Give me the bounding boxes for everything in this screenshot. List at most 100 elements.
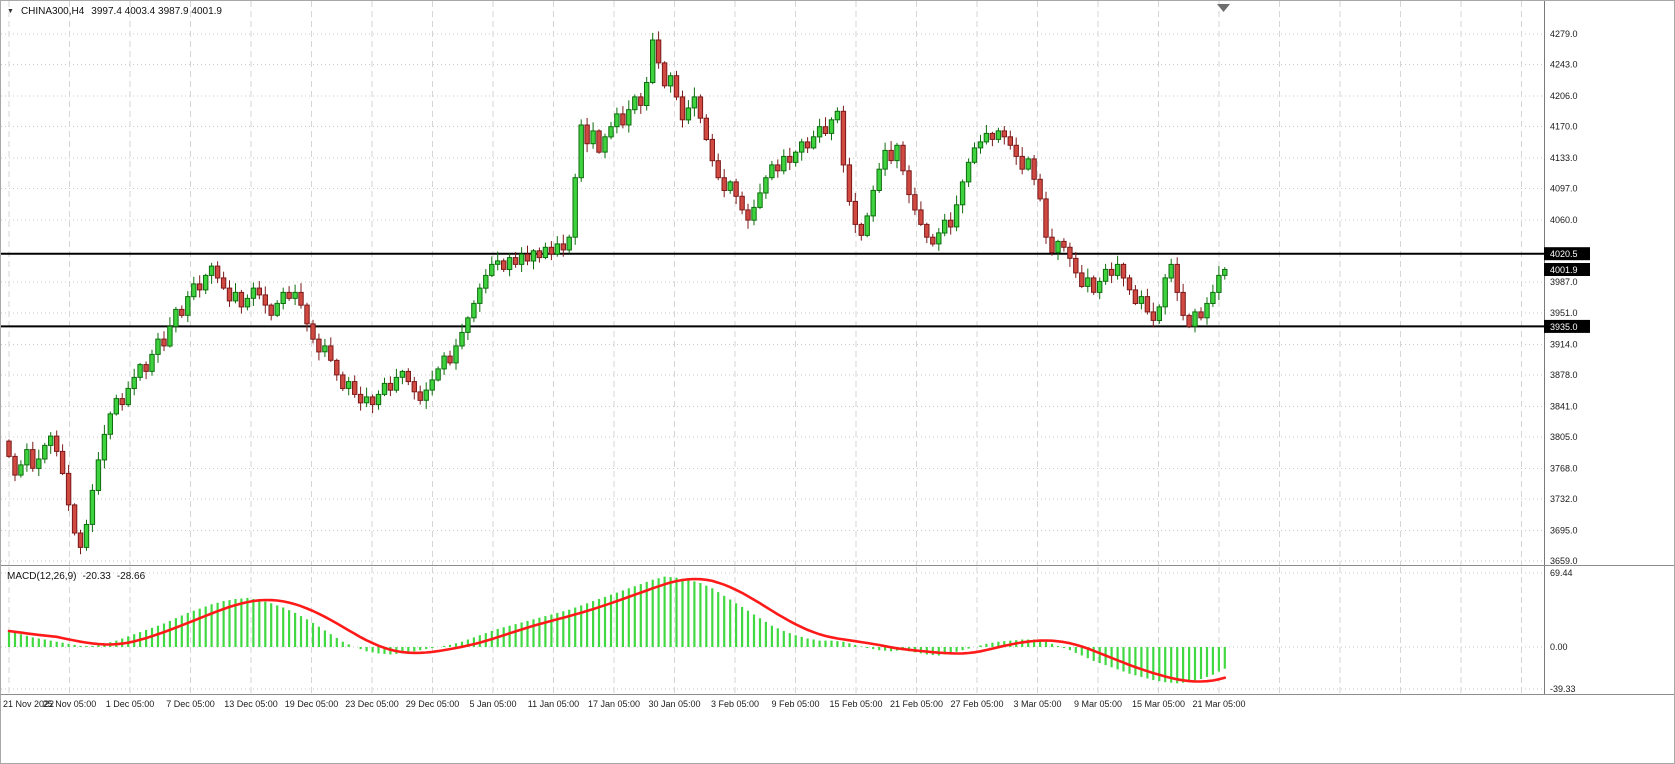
candle-body	[1192, 311, 1198, 327]
main-price-chart[interactable]	[1, 1, 1544, 565]
price-tick-label: 3805.0	[1550, 432, 1578, 442]
candle-body	[232, 291, 239, 302]
macd-indicator-chart[interactable]	[1, 567, 1544, 694]
price-tick-label: 3732.0	[1550, 494, 1578, 504]
candle-body	[1031, 158, 1037, 180]
price-tick-label: 4243.0	[1550, 60, 1578, 70]
candle-body	[54, 435, 60, 452]
macd-label: MACD(12,26,9)	[7, 571, 77, 582]
candle-body	[721, 177, 727, 191]
candle-body	[167, 325, 173, 347]
candle-body	[590, 130, 596, 145]
candle-body	[691, 96, 698, 109]
candle-body	[381, 382, 388, 395]
candle-body	[608, 126, 614, 138]
candle-body	[983, 132, 990, 143]
price-axis[interactable]: 4279.0 4243.0 4206.0 4170.0 4133.0 4097.0 4060…	[1544, 1, 1675, 694]
time-label: 21 Mar 05:00	[1192, 699, 1245, 709]
candle-body	[238, 291, 245, 308]
candle-body	[596, 130, 602, 153]
candle-body	[924, 223, 930, 238]
time-label: 15 Mar 05:00	[1132, 699, 1185, 709]
price-tick-label: 3768.0	[1550, 463, 1578, 473]
time-label: 23 Dec 05:00	[345, 699, 399, 709]
candle-body	[1073, 257, 1079, 274]
chart-shift-icon[interactable]	[1217, 4, 1230, 12]
candle-body	[804, 141, 811, 149]
time-label: 21 Feb 05:00	[890, 699, 943, 709]
candle-body	[930, 236, 936, 245]
candle-body	[650, 39, 656, 83]
candle-body	[1120, 263, 1127, 279]
time-label: 13 Dec 05:00	[224, 699, 278, 709]
candle-body	[316, 338, 322, 353]
candle-body	[191, 283, 197, 298]
price-tick-label: 4060.0	[1550, 215, 1578, 225]
candle-body	[965, 161, 972, 183]
time-label: 21 Nov 2022	[3, 699, 54, 709]
candle-body	[369, 396, 376, 406]
price-tick-label: 3841.0	[1550, 401, 1578, 411]
candle-body	[1085, 277, 1091, 287]
candle-body	[1216, 274, 1222, 293]
candle-body	[256, 287, 263, 296]
candle-body	[161, 338, 167, 347]
candle-body	[894, 144, 900, 162]
candle-body	[6, 440, 12, 457]
candle-body	[715, 160, 721, 179]
candle-body	[644, 82, 650, 106]
candle-body	[989, 132, 996, 140]
level-price-box-label: 4020.5	[1550, 249, 1578, 259]
candle-body	[179, 308, 185, 316]
candle-body	[214, 265, 221, 279]
candle-body	[471, 302, 477, 319]
price-tick-label: 3987.0	[1550, 277, 1578, 287]
candle-body	[423, 389, 429, 401]
time-label: 11 Jan 05:00	[528, 699, 579, 709]
panel-divider[interactable]	[1, 565, 1674, 566]
candle-body	[155, 338, 161, 355]
candle-body	[375, 393, 382, 406]
symbol-title: CHINA300,H4	[20, 6, 85, 17]
candle-body	[298, 291, 304, 306]
candle-body	[42, 444, 48, 460]
candle-body	[495, 260, 501, 265]
time-axis-divider	[1, 694, 1674, 695]
candle-body	[83, 524, 90, 548]
candle-body	[828, 119, 835, 134]
candle-body	[131, 376, 137, 389]
time-label: 5 Jan 05:00	[469, 699, 516, 709]
candle-body	[632, 96, 638, 111]
candle-body	[1061, 240, 1067, 248]
candle-body	[1150, 311, 1156, 321]
candle-body	[882, 149, 888, 170]
ohlc-values: 3997.4 4003.4 3987.9 4001.9	[91, 6, 222, 17]
macd-tick-label: 69.44	[1550, 568, 1573, 578]
candle-body	[876, 168, 882, 191]
macd-main-value: -20.33	[82, 571, 111, 582]
macd-signal-line	[7, 577, 1227, 683]
candle-body	[554, 243, 560, 255]
candle-body	[447, 355, 453, 364]
candle-body	[119, 398, 125, 406]
candle-body	[542, 246, 549, 259]
candle-body	[286, 291, 292, 299]
candle-body	[560, 243, 566, 251]
candle-body	[208, 265, 215, 276]
candle-body	[1013, 144, 1019, 157]
candle-body	[1102, 268, 1109, 282]
price-tick-label: 4133.0	[1550, 153, 1578, 163]
candle-body	[959, 181, 966, 206]
candle-body	[799, 141, 805, 153]
candle-body	[89, 489, 96, 525]
time-label: 19 Dec 05:00	[285, 699, 339, 709]
candle-body	[36, 458, 42, 469]
candle-body	[1204, 302, 1210, 319]
candle-body	[65, 472, 72, 506]
current-price-box-label: 4001.9	[1550, 265, 1578, 275]
symbol-dropdown-icon[interactable]: ▼	[7, 8, 14, 15]
candle-body	[578, 124, 584, 179]
candle-body	[846, 164, 853, 202]
price-tick-label: 4279.0	[1550, 29, 1578, 39]
